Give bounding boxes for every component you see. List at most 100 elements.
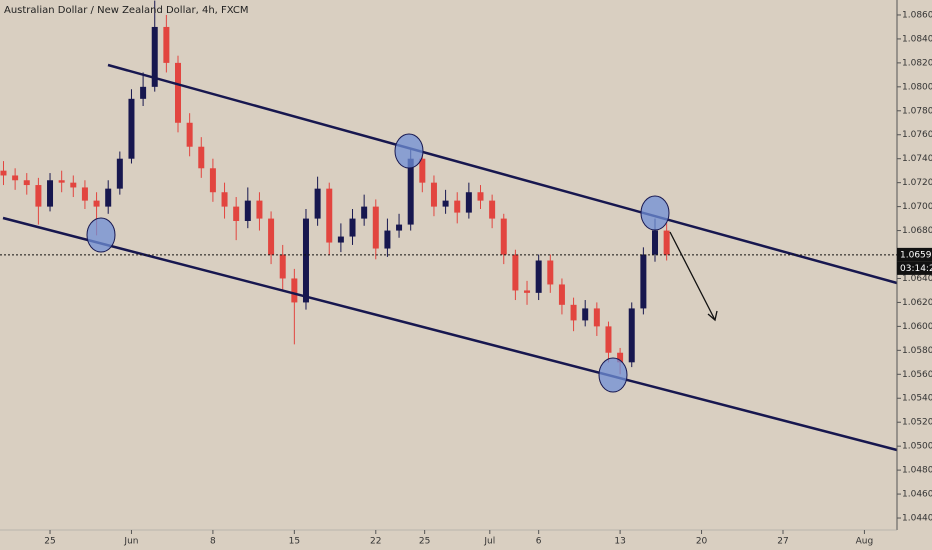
candle-body: [477, 192, 484, 201]
candle-body: [337, 236, 344, 243]
y-tick-label: 1.05200: [902, 418, 932, 428]
candle-body: [663, 230, 670, 255]
candle-body: [81, 187, 88, 201]
x-tick-label: 8: [210, 537, 216, 547]
x-tick-label: 15: [289, 537, 300, 547]
last-price-box: [897, 247, 932, 262]
chart-title: Australian Dollar / New Zealand Dollar, …: [4, 5, 249, 16]
candle-body: [279, 254, 286, 279]
candle-body: [302, 218, 309, 303]
y-tick-label: 1.04800: [902, 466, 932, 476]
candle-body: [535, 260, 542, 293]
candle-body: [628, 308, 635, 363]
x-tick-label: 6: [536, 537, 542, 547]
y-tick-label: 1.06400: [902, 274, 932, 284]
candle-body: [465, 192, 472, 213]
y-tick-label: 1.08400: [902, 34, 932, 44]
candle-body: [256, 200, 263, 219]
candle-body: [582, 308, 589, 321]
forecast-arrow: [669, 231, 718, 322]
touch-marker: [598, 357, 628, 393]
candle-body: [221, 192, 228, 207]
candle-body: [605, 326, 612, 353]
y-tick-label: 1.08000: [902, 82, 932, 92]
candle-body: [0, 170, 7, 176]
candle-body: [151, 26, 158, 87]
candle-body: [454, 200, 461, 213]
y-tick-label: 1.05600: [902, 370, 932, 380]
candle-body: [407, 158, 414, 225]
y-tick-label: 1.07000: [902, 202, 932, 212]
candle-body: [93, 200, 100, 207]
candle-body: [570, 304, 577, 321]
x-tick-label: Jun: [123, 537, 138, 547]
y-tick-label: 1.07600: [902, 130, 932, 140]
y-tick-label: 1.07200: [902, 178, 932, 188]
x-tick-label: 25: [419, 537, 430, 547]
candle-body: [291, 278, 298, 303]
x-tick-label: Aug: [856, 537, 874, 547]
candle-body: [640, 254, 647, 309]
candle-body: [12, 175, 19, 181]
y-tick-label: 1.07800: [902, 106, 932, 116]
y-tick-label: 1.05800: [902, 346, 932, 356]
y-tick-label: 1.06000: [902, 322, 932, 332]
candle-body: [198, 146, 205, 169]
x-tick-label: 27: [777, 537, 788, 547]
candle-body: [326, 188, 333, 243]
candle-body: [35, 185, 42, 207]
candle-body: [372, 206, 379, 249]
y-tick-label: 1.04400: [902, 514, 932, 524]
candle-body: [116, 158, 123, 189]
candle-body: [512, 254, 519, 291]
candle-body: [244, 200, 251, 221]
candle-body: [23, 180, 30, 186]
candle-body: [140, 86, 147, 99]
candle-body: [489, 200, 496, 219]
y-tick-label: 1.08600: [902, 10, 932, 20]
candle-body: [314, 188, 321, 219]
x-tick-label: 25: [44, 537, 55, 547]
countdown-label: 03:14:25: [900, 264, 932, 274]
y-tick-label: 1.05400: [902, 394, 932, 404]
candle-body: [396, 224, 403, 231]
candle-body: [175, 62, 182, 123]
candle-body: [617, 352, 624, 363]
y-tick-label: 1.04600: [902, 490, 932, 500]
last-price-label: 1.06597: [900, 250, 932, 260]
candle-body: [186, 122, 193, 147]
candle-body: [128, 98, 135, 159]
candle-body: [268, 218, 275, 255]
candle-body: [163, 26, 170, 63]
candle-body: [349, 218, 356, 237]
candle-body: [524, 290, 531, 293]
x-tick-label: 20: [696, 537, 708, 547]
candle-body: [233, 206, 240, 221]
y-tick-label: 1.05000: [902, 442, 932, 452]
y-tick-label: 1.06200: [902, 298, 932, 308]
y-tick-label: 1.06800: [902, 226, 932, 236]
x-tick-label: Jul: [483, 537, 495, 547]
touch-marker: [394, 133, 424, 169]
candle-body: [593, 308, 600, 327]
candle-body: [547, 260, 554, 285]
countdown-box: [897, 261, 932, 275]
plot: [0, 0, 670, 375]
y-tick-label: 1.08200: [902, 58, 932, 68]
candle-body: [430, 182, 437, 207]
candle-body: [47, 180, 54, 207]
candle-body: [442, 200, 449, 207]
candle-body: [70, 182, 77, 188]
candle-body: [384, 230, 391, 249]
candle-body: [419, 158, 426, 183]
candle-body: [58, 180, 65, 183]
x-tick-label: 22: [370, 537, 381, 547]
candle-body: [500, 218, 507, 255]
candle-body: [558, 284, 565, 305]
y-tick-label: 1.07400: [902, 154, 932, 164]
touch-marker: [640, 195, 670, 231]
candle-body: [361, 206, 368, 219]
candle-body: [209, 168, 216, 193]
